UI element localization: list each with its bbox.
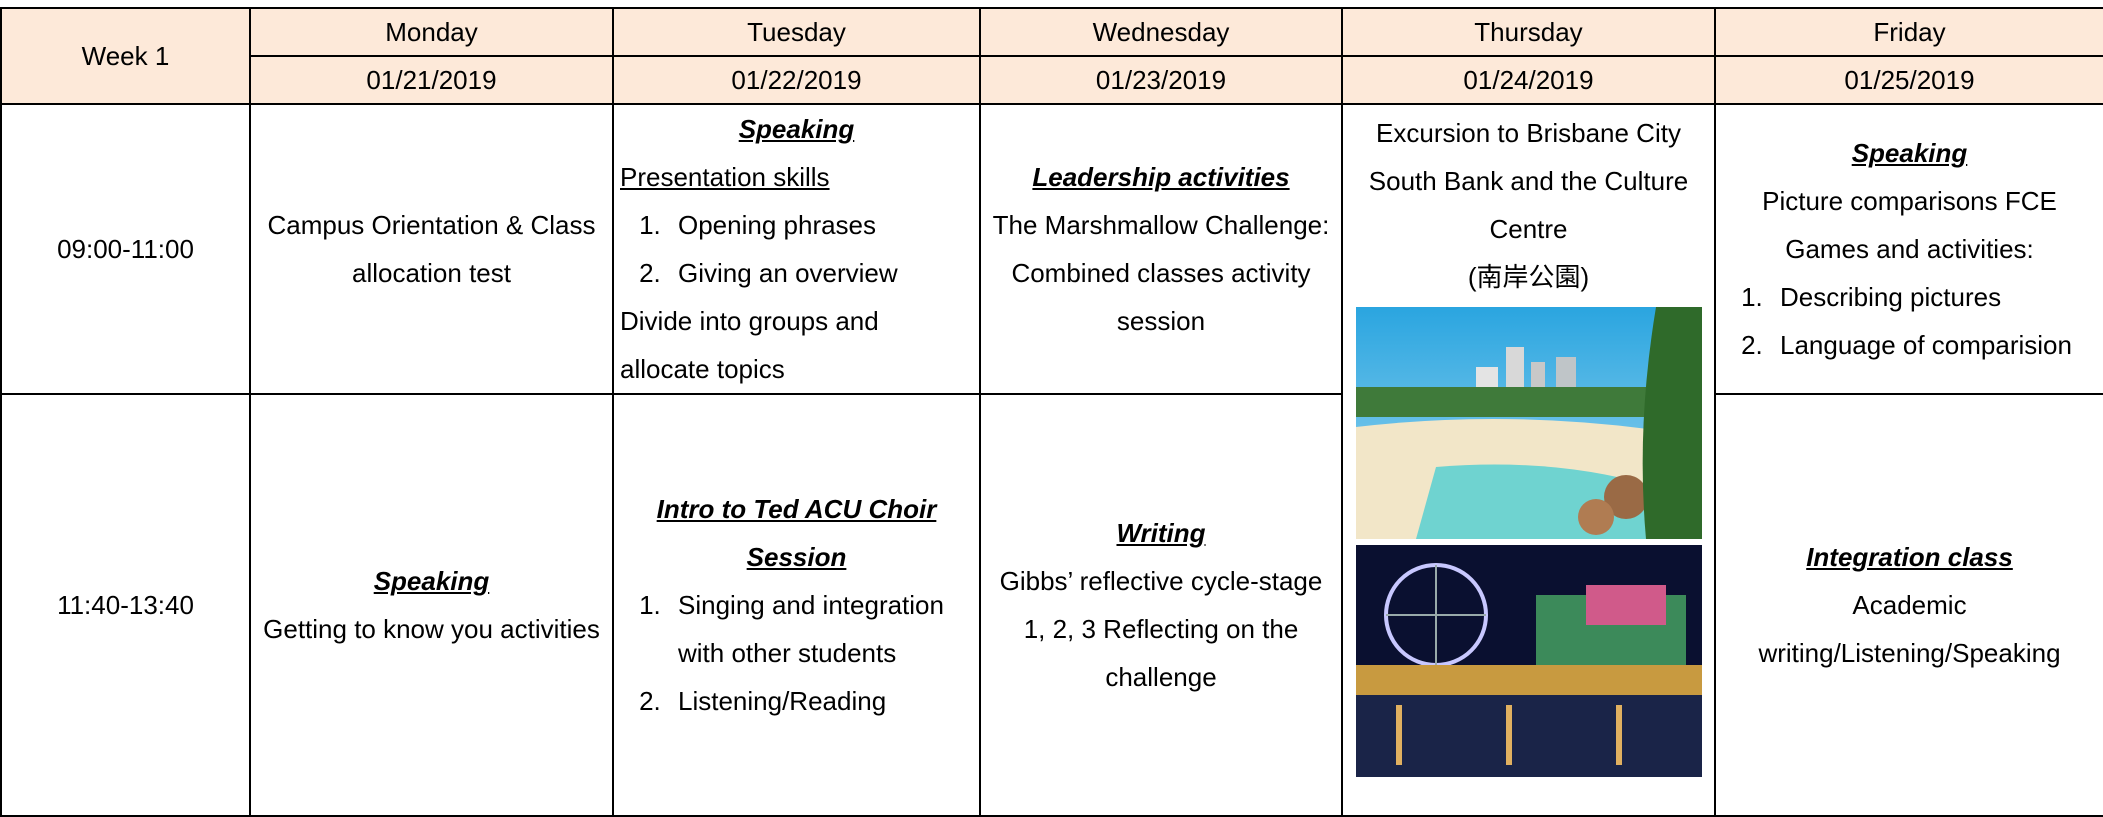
session-text: Excursion to Brisbane City South Bank an… [1368,118,1689,244]
list-item: Language of comparision [1770,321,2097,369]
list-item: Opening phrases [668,201,973,249]
session-list: Singing and integration with other stude… [620,581,973,725]
session-cell: Intro to Ted ACU Choir Session Singing an… [612,393,981,817]
session-heading: Intro to Ted ACU Choir Session [656,494,937,572]
day-date: 01/22/2019 [612,55,981,105]
session-heading: Speaking [738,114,855,144]
session-cell: Leadership activities The Marshmallow Cha… [979,103,1343,395]
day-name: Tuesday [612,7,981,57]
time-row: 09:00-11:00 Campus Orientation & Class al… [0,103,2103,817]
session-list: Describing picturesLanguage of comparisi… [1722,273,2097,369]
day-name: Friday [1714,7,2103,57]
session-text: (南岸公園) [1467,262,1590,292]
list-item: Listening/Reading [668,677,973,725]
day-date: 01/25/2019 [1714,55,2103,105]
day-date: 01/21/2019 [249,55,614,105]
list-item: Giving an overview [668,249,973,297]
session-cell: Speaking Presentation skills Opening phras… [612,103,981,395]
time-row: 11:40-13:40 Speaking Getting to know you a… [0,393,2103,817]
session-list: Opening phrasesGiving an overview [620,201,973,297]
day-date: 01/23/2019 [979,55,1343,105]
page: Week 1 Monday Tuesday Wednesday Thursday Fri… [0,0,2103,776]
session-text: Getting to know you activities [263,614,600,644]
session-cell: Excursion to Brisbane City South Bank an… [1341,103,1716,817]
time-slot: 09:00-11:00 [0,103,251,395]
session-heading: Writing [1116,518,1206,548]
session-note: Divide into groups and allocate topics [620,306,879,384]
beach-photo [1355,307,1702,539]
night-photo [1355,545,1702,777]
session-cell: Speaking Getting to know you activities [249,393,614,817]
session-cell: Campus Orientation & Class allocation te… [249,103,614,395]
session-cell: Speaking Picture comparisons FCE Games an… [1714,103,2103,395]
session-cell: Integration class Academic writing/Listen… [1714,393,2103,817]
list-item: Singing and integration with other stude… [668,581,973,677]
session-cell: Writing Gibbs’ reflective cycle-stage 1, … [979,393,1343,817]
time-slot: 11:40-13:40 [0,393,251,817]
session-text: Gibbs’ reflective cycle-stage 1, 2, 3 Re… [999,566,1323,692]
table-header: Week 1 Monday Tuesday Wednesday Thursday Fri… [0,7,2103,105]
week-label: Week 1 [0,7,251,105]
session-text: Academic writing/Listening/Speaking [1758,590,2061,668]
list-item: Describing pictures [1770,273,2097,321]
schedule-table: Week 1 Monday Tuesday Wednesday Thursday Fri… [0,7,2103,817]
session-text: Campus Orientation & Class allocation te… [267,210,596,288]
session-text: The Marshmallow Challenge: Combined clas… [992,210,1330,336]
session-subheading: Presentation skills [620,162,830,192]
day-date: 01/24/2019 [1341,55,1716,105]
session-heading: Leadership activities [1032,162,1290,192]
session-heading: Speaking [1851,138,1968,168]
table-body: 09:00-11:00 Campus Orientation & Class al… [0,103,2103,817]
session-heading: Integration class [1806,542,2013,572]
session-heading: Speaking [373,566,490,596]
day-name: Wednesday [979,7,1343,57]
day-name: Thursday [1341,7,1716,57]
day-name: Monday [249,7,614,57]
session-text: Picture comparisons FCE Games and activi… [1762,186,2057,264]
